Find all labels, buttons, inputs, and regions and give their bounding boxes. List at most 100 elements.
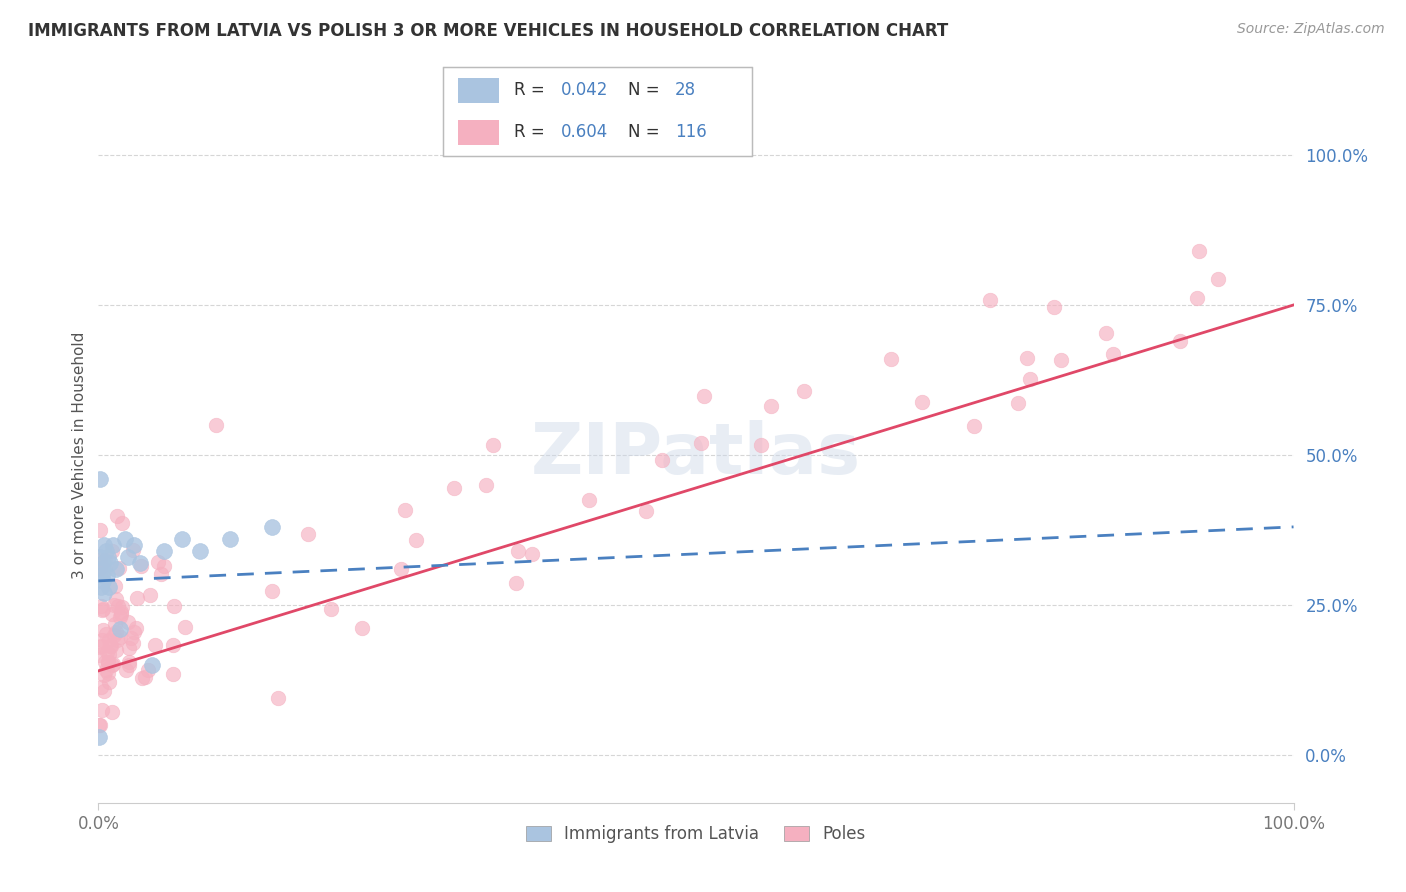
Point [98, 674, 121, 689]
Point [93, 684, 115, 698]
Point [1101, 347, 1123, 361]
Point [93, 668, 115, 682]
Point [101, 658, 124, 673]
Point [1007, 396, 1029, 410]
Point [96, 645, 118, 659]
Point [443, 481, 465, 495]
Point [143, 638, 166, 652]
Point [162, 666, 184, 681]
Point [91, 556, 114, 570]
Point [689, 436, 711, 450]
Point [1188, 244, 1211, 258]
Point [110, 607, 132, 622]
Bar [458, 120, 499, 145]
Point [1187, 291, 1209, 305]
Point [124, 538, 146, 552]
Text: IMMIGRANTS FROM LATVIA VS POLISH 3 OR MORE VEHICLES IN HOUSEHOLD CORRELATION CHA: IMMIGRANTS FROM LATVIA VS POLISH 3 OR MO… [28, 22, 949, 40]
Point [89, 560, 111, 574]
Point [389, 562, 412, 576]
Point [122, 625, 145, 640]
Point [979, 293, 1001, 307]
Point [98, 633, 121, 648]
Point [101, 538, 124, 552]
Point [90, 703, 112, 717]
Point [104, 625, 127, 640]
Bar [458, 78, 499, 103]
Point [117, 615, 139, 629]
Point [131, 671, 153, 685]
Point [475, 478, 498, 492]
Point [96, 567, 118, 582]
Point [89, 648, 111, 662]
Point [94, 564, 117, 578]
Point [105, 643, 128, 657]
Point [163, 599, 186, 613]
Point [121, 636, 143, 650]
Point [759, 399, 782, 413]
Point [880, 352, 903, 367]
Point [114, 532, 136, 546]
Point [118, 641, 141, 656]
Point [103, 628, 125, 642]
Point [520, 547, 543, 561]
Point [651, 452, 673, 467]
Point [108, 630, 131, 644]
Text: 116: 116 [675, 123, 707, 142]
Point [101, 543, 124, 558]
Point [105, 633, 128, 648]
Point [105, 592, 128, 607]
Point [90, 580, 112, 594]
Text: N =: N = [628, 80, 665, 99]
Point [1168, 334, 1191, 348]
Point [110, 599, 132, 614]
Point [91, 567, 114, 582]
Point [162, 638, 184, 652]
Point [1206, 272, 1229, 286]
Point [120, 632, 142, 646]
Point [1019, 371, 1042, 385]
Point [90, 633, 112, 648]
Point [260, 520, 283, 534]
Point [90, 681, 112, 695]
Point [89, 718, 111, 732]
Point [405, 533, 427, 548]
Text: Source: ZipAtlas.com: Source: ZipAtlas.com [1237, 22, 1385, 37]
Point [97, 655, 120, 669]
Point [634, 503, 657, 517]
Point [103, 599, 125, 613]
Text: ZIPatlas: ZIPatlas [531, 420, 860, 490]
Point [108, 622, 131, 636]
Point [394, 502, 416, 516]
Point [89, 523, 111, 537]
Point [94, 664, 117, 678]
Point [1043, 301, 1066, 315]
Point [319, 602, 342, 616]
Point [97, 655, 120, 669]
Point [98, 580, 121, 594]
Point [91, 601, 114, 615]
Point [141, 657, 163, 672]
Point [505, 575, 527, 590]
Point [94, 627, 117, 641]
Point [134, 670, 156, 684]
Point [350, 621, 373, 635]
Point [578, 493, 600, 508]
Point [693, 388, 716, 402]
Point [107, 599, 129, 613]
Point [297, 527, 319, 541]
Point [105, 508, 128, 523]
Point [172, 532, 194, 546]
Point [89, 640, 111, 654]
Point [219, 532, 242, 546]
Point [117, 549, 139, 564]
Point [127, 591, 149, 606]
Point [91, 574, 114, 588]
Point [963, 419, 986, 434]
Point [115, 663, 138, 677]
Text: 28: 28 [675, 80, 696, 99]
Point [98, 556, 122, 570]
Point [1095, 326, 1118, 340]
Point [125, 622, 148, 636]
Point [101, 705, 124, 719]
Point [793, 384, 815, 398]
